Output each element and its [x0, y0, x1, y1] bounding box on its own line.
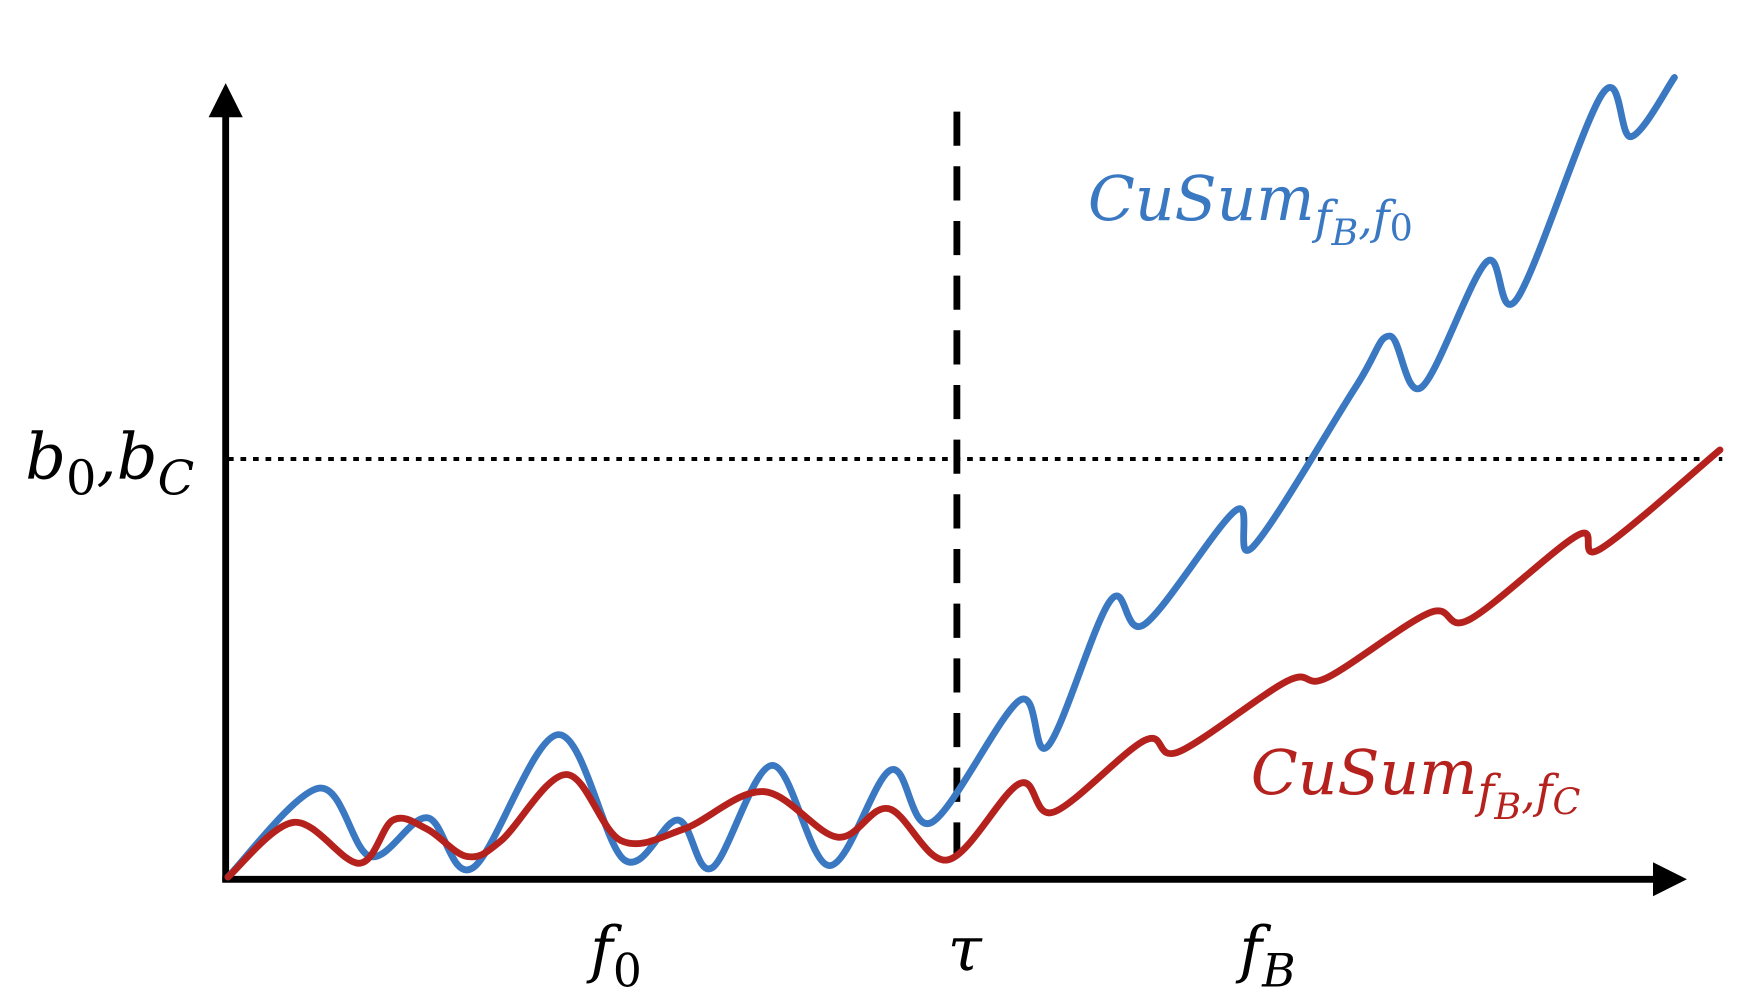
label-part: CuSum [1251, 737, 1478, 809]
x-label: fB [1235, 913, 1295, 997]
label-part: CuSum [1088, 163, 1315, 235]
label-part: 0 [66, 451, 96, 506]
curve-label: CuSumfB,f0 [1088, 163, 1413, 254]
curve-label: CuSumfB,fC [1251, 737, 1581, 828]
threshold-label: b0,bC [25, 420, 194, 506]
label-part: B [1493, 785, 1521, 828]
label-part: 0 [613, 944, 642, 997]
label-part: 0 [1390, 206, 1413, 249]
label-part: B [1330, 211, 1358, 254]
label-part: τ [948, 913, 983, 985]
x-label: f0 [586, 913, 642, 997]
label-part: b [25, 420, 66, 494]
blue-curve [224, 74, 1678, 881]
label-part: C [158, 451, 195, 506]
label-part: C [1552, 780, 1580, 823]
label-part: ,b [96, 420, 157, 494]
red-curve [224, 446, 1724, 881]
label-part: B [1261, 944, 1295, 997]
x-label: τ [948, 913, 983, 985]
